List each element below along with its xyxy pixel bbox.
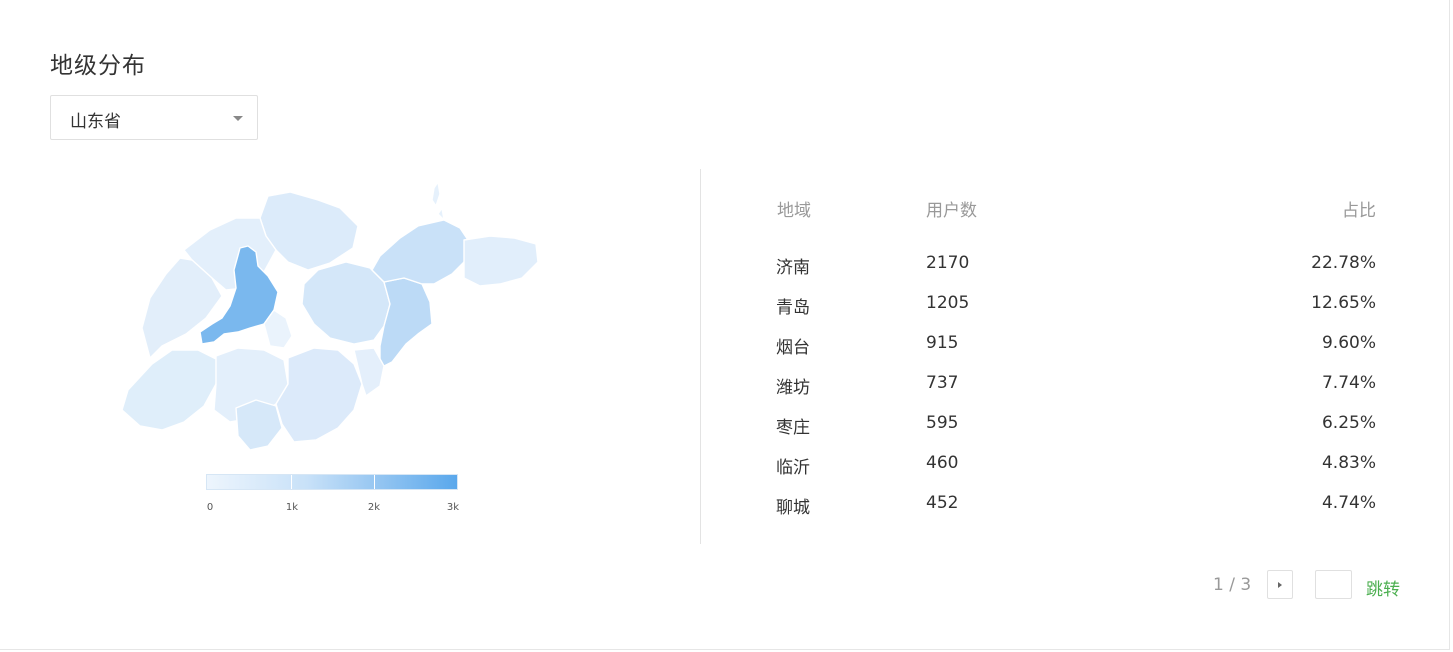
panel-title: 地级分布 — [50, 53, 146, 79]
next-page-button[interactable] — [1267, 570, 1293, 599]
jump-button[interactable]: 跳转 — [1366, 580, 1400, 600]
user-count: 452 — [926, 493, 959, 513]
user-count: 737 — [926, 373, 959, 393]
province-select[interactable]: 山东省 — [50, 95, 258, 140]
region-name: 潍坊 — [776, 378, 810, 398]
map-svg — [121, 181, 539, 451]
page-indicator: 1 / 3 — [1213, 575, 1252, 595]
column-header-users: 用户数 — [926, 201, 977, 221]
province-select-value: 山东省 — [70, 112, 121, 132]
region-name: 烟台 — [776, 338, 810, 358]
chevron-down-icon — [233, 116, 243, 121]
legend-tick-label: 3k — [446, 502, 460, 513]
map-region-zaozhuang[interactable] — [235, 399, 283, 451]
map-region-qingdao[interactable] — [379, 277, 433, 369]
region-name: 聊城 — [776, 498, 810, 518]
legend-separator — [291, 475, 292, 489]
share-percent: 12.65% — [1311, 293, 1376, 313]
region-name: 临沂 — [776, 458, 810, 478]
legend-tick-label: 1k — [285, 502, 299, 513]
share-percent: 22.78% — [1311, 253, 1376, 273]
page-jump-input[interactable] — [1315, 570, 1352, 599]
region-name: 枣庄 — [776, 418, 810, 438]
region-name: 济南 — [776, 258, 810, 278]
share-percent: 4.74% — [1321, 493, 1376, 513]
share-percent: 9.60% — [1321, 333, 1376, 353]
legend-gradient-bar — [206, 474, 458, 490]
map-region-taian-north[interactable] — [263, 309, 293, 349]
region-name: 青岛 — [776, 298, 810, 318]
share-percent: 6.25% — [1321, 413, 1376, 433]
legend-separator — [374, 475, 375, 489]
column-header-share: 占比 — [1342, 201, 1376, 221]
user-count: 1205 — [926, 293, 970, 313]
map-region-weifang[interactable] — [301, 261, 391, 345]
share-percent: 4.83% — [1321, 453, 1376, 473]
user-count: 2170 — [926, 253, 970, 273]
map-region-weihai[interactable] — [463, 235, 539, 287]
map-region-yantai[interactable] — [371, 219, 469, 285]
user-count: 915 — [926, 333, 959, 353]
map-region-linyi[interactable] — [275, 347, 363, 443]
share-percent: 7.74% — [1321, 373, 1376, 393]
map-legend: 0 1k 2k 3k — [206, 474, 459, 513]
column-header-region: 地域 — [777, 201, 811, 221]
vertical-divider — [700, 169, 701, 544]
province-choropleth-map — [118, 178, 548, 458]
chevron-right-icon — [1278, 582, 1282, 588]
map-region-heze[interactable] — [121, 349, 219, 431]
map-region-rizhao[interactable] — [353, 347, 385, 397]
map-region-north[interactable] — [259, 191, 359, 271]
legend-tick-label: 0 — [206, 502, 214, 513]
map-region-west[interactable] — [141, 257, 223, 359]
user-count: 595 — [926, 413, 959, 433]
map-region-jinan[interactable] — [199, 245, 279, 345]
user-count: 460 — [926, 453, 959, 473]
map-region-islands — [431, 181, 445, 221]
legend-tick-label: 2k — [367, 502, 381, 513]
